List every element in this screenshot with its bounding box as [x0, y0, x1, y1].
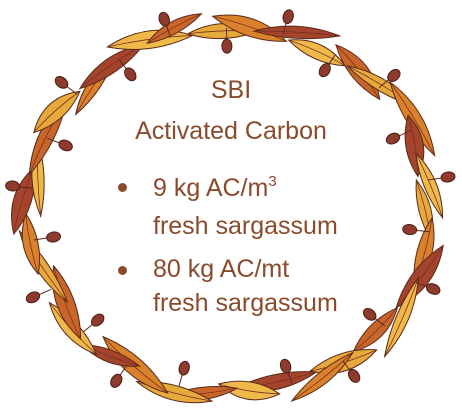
berry — [279, 358, 293, 374]
bullet — [118, 183, 127, 192]
berry — [89, 312, 106, 329]
berry — [25, 290, 42, 305]
bullet-text: 9 kg AC/m3 — [153, 174, 277, 201]
bullet-text: 9 kg AC/m — [153, 174, 268, 202]
bullet-text: fresh sargassum — [153, 214, 338, 239]
berry — [361, 306, 378, 323]
title-line: Activated Carbon — [0, 119, 462, 144]
wreath — [0, 0, 462, 417]
berry — [402, 224, 417, 236]
bullet-text: fresh sargassum — [153, 291, 338, 316]
berry — [5, 180, 20, 192]
berry — [440, 171, 455, 183]
superscript: 3 — [268, 173, 276, 190]
berry — [108, 372, 124, 389]
bullet — [118, 266, 127, 275]
berry — [222, 39, 232, 53]
wreath-graphic: SBI Activated Carbon 9 kg AC/m3 fresh sa… — [0, 0, 462, 417]
bullet-text: 80 kg AC/mt — [153, 257, 289, 282]
title-line: SBI — [0, 78, 462, 103]
berry — [46, 231, 61, 243]
berry — [178, 360, 191, 376]
berry — [282, 9, 295, 25]
